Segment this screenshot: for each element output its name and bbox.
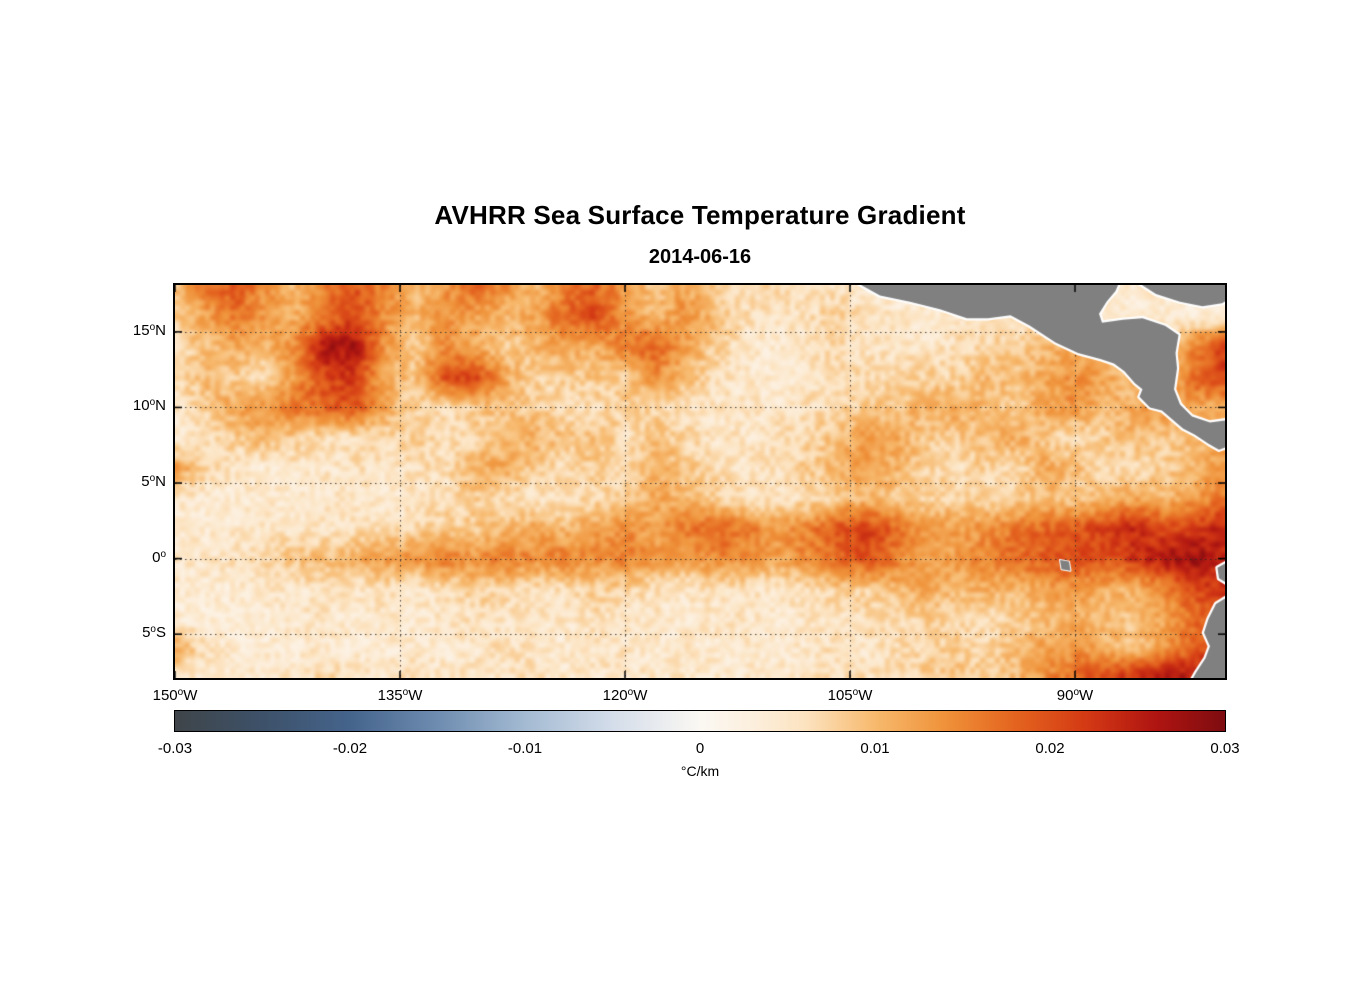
- map-plot-area: [173, 283, 1227, 680]
- tick-base: 15: [132, 321, 150, 339]
- colorbar-tick-1: -0.02: [332, 740, 368, 757]
- tick-sup: o: [160, 548, 166, 560]
- tick-suffix: W: [1079, 687, 1094, 704]
- heatmap-canvas: [175, 285, 1225, 678]
- tick-sup: o: [402, 687, 409, 698]
- chart-subtitle: 2014-06-16: [648, 246, 752, 268]
- colorbar-tick-0: -0.03: [157, 740, 193, 757]
- tick-sup: o: [852, 687, 859, 698]
- colorbar-gradient: [175, 711, 1225, 731]
- tick-base: 135: [377, 687, 403, 704]
- tick-suffix: N: [155, 473, 166, 490]
- y-tick-0: 0o: [56, 549, 166, 566]
- tick-base: 150: [152, 687, 178, 704]
- tick-suffix: N: [155, 321, 166, 339]
- tick-base: 120: [602, 687, 628, 704]
- x-tick-150w: 150oW: [130, 687, 220, 704]
- colorbar-unit-label: °C/km: [175, 763, 1225, 779]
- unit-text: °C/km: [680, 763, 720, 779]
- tick-sup: o: [149, 397, 156, 409]
- tick-sup: o: [177, 687, 184, 698]
- colorbar: [174, 710, 1226, 732]
- tick-suffix: W: [858, 687, 873, 704]
- colorbar-tick-4: 0.01: [860, 740, 890, 757]
- chart-title: AVHRR Sea Surface Temperature Gradient: [434, 200, 966, 230]
- x-tick-135w: 135oW: [355, 687, 445, 704]
- tick-suffix: N: [155, 397, 166, 415]
- tick-suffix: S: [155, 624, 166, 642]
- y-tick-10n: 10oN: [56, 397, 166, 414]
- tick-base: 90: [1056, 687, 1074, 704]
- tick-sup: o: [149, 321, 156, 333]
- tick-suffix: W: [408, 687, 423, 704]
- colorbar-tick-5: 0.02: [1035, 740, 1065, 757]
- colorbar-tick-6: 0.03: [1210, 740, 1240, 757]
- tick-base: 5: [142, 624, 151, 642]
- tick-suffix: W: [183, 687, 198, 704]
- tick-base: 105: [827, 687, 853, 704]
- y-tick-5n: 5oN: [56, 473, 166, 490]
- tick-base: 5: [141, 473, 150, 490]
- colorbar-tick-2: -0.01: [507, 740, 543, 757]
- y-tick-5s: 5oS: [56, 624, 166, 641]
- tick-sup: o: [150, 624, 156, 636]
- tick-base: 10: [132, 397, 150, 415]
- x-tick-120w: 120oW: [580, 687, 670, 704]
- tick-sup: o: [1073, 687, 1080, 698]
- tick-base: 0: [152, 548, 161, 566]
- colorbar-tick-3: 0: [695, 740, 705, 757]
- tick-suffix: W: [633, 687, 648, 704]
- tick-sup: o: [149, 473, 156, 484]
- x-tick-90w: 90oW: [1030, 687, 1120, 704]
- y-tick-15n: 15oN: [56, 322, 166, 339]
- x-tick-105w: 105oW: [805, 687, 895, 704]
- tick-sup: o: [627, 687, 634, 698]
